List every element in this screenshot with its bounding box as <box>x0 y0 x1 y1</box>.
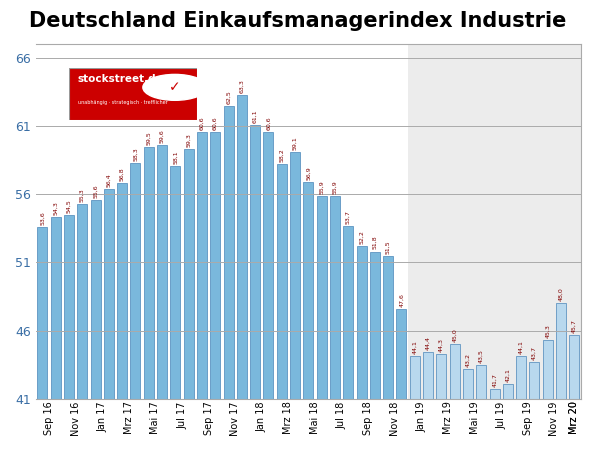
Bar <box>144 147 154 399</box>
Bar <box>184 149 194 399</box>
Bar <box>210 132 221 399</box>
Bar <box>263 132 274 399</box>
Text: 58,3: 58,3 <box>133 147 138 161</box>
Text: 55,6: 55,6 <box>93 184 98 198</box>
Text: 45,7: 45,7 <box>572 319 577 332</box>
Bar <box>197 132 207 399</box>
Text: 47,6: 47,6 <box>399 293 404 307</box>
Bar <box>224 106 234 399</box>
Text: 51,5: 51,5 <box>386 240 390 253</box>
Bar <box>250 125 260 399</box>
Text: 54,3: 54,3 <box>53 202 58 216</box>
Bar <box>38 227 47 399</box>
Bar <box>516 356 526 399</box>
Bar <box>237 95 247 399</box>
Bar <box>423 352 433 399</box>
Bar <box>277 164 287 399</box>
Text: 59,5: 59,5 <box>146 131 151 144</box>
Text: 56,9: 56,9 <box>306 166 311 180</box>
Bar <box>408 44 581 399</box>
Text: 55,3: 55,3 <box>80 188 85 202</box>
Text: 53,7: 53,7 <box>346 210 351 224</box>
Text: 43,2: 43,2 <box>465 353 470 367</box>
Text: 45,3: 45,3 <box>545 324 550 338</box>
Text: 41,7: 41,7 <box>492 373 497 387</box>
Text: 60,6: 60,6 <box>266 116 271 129</box>
Bar <box>556 304 566 399</box>
Text: 59,1: 59,1 <box>293 136 297 150</box>
Bar <box>91 200 101 399</box>
Bar <box>117 184 127 399</box>
Text: 56,4: 56,4 <box>106 173 111 187</box>
Text: 59,3: 59,3 <box>186 133 191 147</box>
Text: 44,1: 44,1 <box>519 341 524 354</box>
Text: 51,8: 51,8 <box>372 236 377 249</box>
Bar <box>503 384 513 399</box>
Text: 43,7: 43,7 <box>532 346 537 360</box>
Text: 61,1: 61,1 <box>253 109 257 123</box>
Bar <box>51 217 61 399</box>
Text: 42,1: 42,1 <box>505 368 510 382</box>
Text: 59,6: 59,6 <box>160 129 164 143</box>
Text: 54,5: 54,5 <box>67 199 72 213</box>
Bar <box>356 246 367 399</box>
Text: 60,6: 60,6 <box>200 116 204 129</box>
Bar <box>303 182 313 399</box>
Bar <box>476 365 486 399</box>
Bar <box>449 344 460 399</box>
Text: 55,9: 55,9 <box>319 180 324 193</box>
Bar <box>489 389 499 399</box>
Bar <box>463 369 473 399</box>
Text: 45,0: 45,0 <box>452 328 457 342</box>
Bar <box>370 252 380 399</box>
FancyBboxPatch shape <box>69 68 197 120</box>
Bar <box>569 335 579 399</box>
Bar <box>316 196 327 399</box>
Text: 58,1: 58,1 <box>173 150 178 164</box>
Text: 55,9: 55,9 <box>333 180 337 193</box>
Text: 52,2: 52,2 <box>359 230 364 244</box>
Text: ✓: ✓ <box>169 80 181 94</box>
Bar <box>330 196 340 399</box>
Text: 56,8: 56,8 <box>120 168 125 181</box>
Text: Deutschland Einkaufsmanagerindex Industrie: Deutschland Einkaufsmanagerindex Industr… <box>29 11 567 31</box>
Bar <box>436 354 446 399</box>
Text: 62,5: 62,5 <box>226 90 231 104</box>
Bar <box>290 152 300 399</box>
Text: stockstreet.de: stockstreet.de <box>77 74 163 84</box>
Text: 44,4: 44,4 <box>426 336 430 350</box>
Text: 60,6: 60,6 <box>213 116 218 129</box>
Bar <box>529 362 539 399</box>
Bar <box>170 166 181 399</box>
Text: 53,6: 53,6 <box>40 211 45 225</box>
Bar <box>383 256 393 399</box>
Bar <box>543 340 552 399</box>
Text: 44,1: 44,1 <box>412 341 417 354</box>
Bar <box>410 356 420 399</box>
Bar <box>343 226 353 399</box>
Circle shape <box>143 74 207 100</box>
Text: 58,2: 58,2 <box>280 148 284 162</box>
Bar <box>131 163 141 399</box>
Bar <box>396 309 406 399</box>
Text: 44,3: 44,3 <box>439 338 444 352</box>
Bar <box>64 215 74 399</box>
Bar <box>104 189 114 399</box>
Text: unabhängig · strategisch · trefflicher: unabhängig · strategisch · trefflicher <box>77 101 167 106</box>
Bar <box>77 204 87 399</box>
Bar <box>157 145 167 399</box>
Text: 63,3: 63,3 <box>240 79 244 93</box>
Text: 43,5: 43,5 <box>479 349 484 363</box>
Text: 48,0: 48,0 <box>558 287 564 301</box>
